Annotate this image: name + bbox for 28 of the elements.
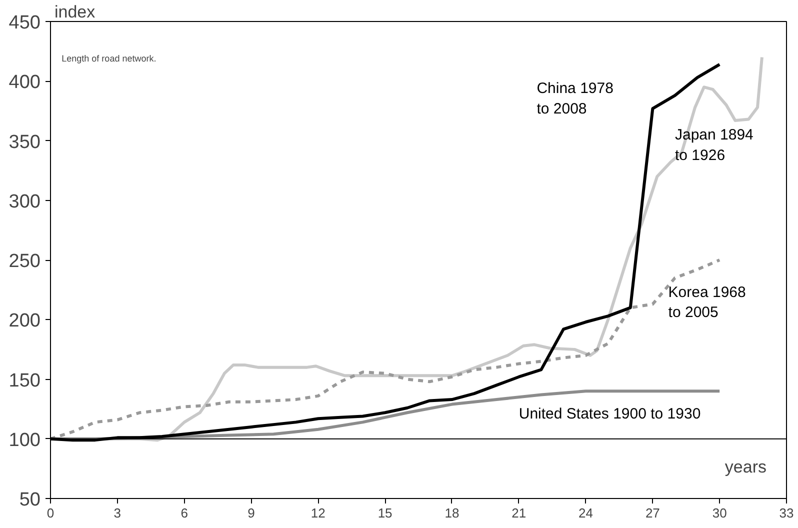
x-tick-label: 30 [712,506,727,520]
y-tick-label: 50 [19,490,41,510]
text: China 1978 to 2008 [536,80,614,118]
y-axis-title: index [54,2,96,22]
y-tick-label: 450 [8,12,40,34]
x-tick-label: 3 [114,506,122,520]
x-tick-label: 9 [248,506,255,520]
y-tick-label: 350 [8,132,40,153]
x-tick-label: 24 [578,506,594,520]
y-tick-label: 100 [8,430,40,451]
x-tick-label: 12 [310,506,326,520]
series-label: United States 1900 to 1930 [518,405,701,422]
x-axis-title: years [724,458,767,476]
x-tick-label: 15 [378,506,392,520]
y-tick-label: 200 [8,310,40,332]
x-tick-label: 6 [180,506,188,520]
x-tick-label: 21 [512,506,526,520]
y-tick-label: 300 [8,191,40,212]
y-tick-label: 250 [8,251,40,272]
x-tick-label: 18 [444,506,460,520]
x-tick-label: 0 [46,506,54,520]
series-label: Japan 1894 to 1926 [674,126,754,164]
y-tick-label: 400 [8,72,40,94]
x-tick-label: 33 [779,506,794,520]
x-tick-label: 27 [645,506,660,520]
annotation: Length of road network. [62,54,156,64]
y-tick-label: 150 [8,370,40,392]
series-label: Korea 1968 to 2005 [668,284,746,322]
